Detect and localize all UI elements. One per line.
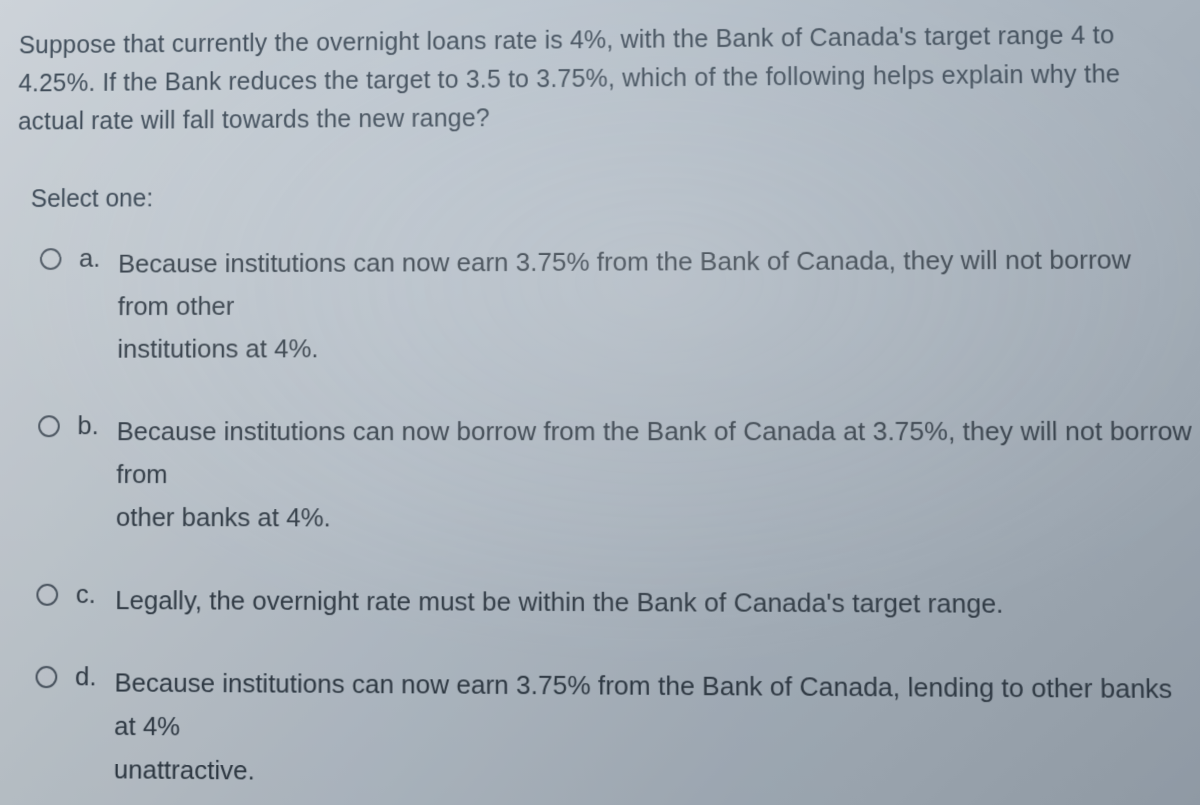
question-block: Suppose that currently the overnight loa…	[0, 15, 1200, 805]
option-text: Legally, the overnight rate must be with…	[115, 579, 1196, 627]
option-letter: b.	[77, 410, 117, 441]
options-list: a. Because institutions can now earn 3.7…	[9, 238, 1200, 805]
option-letter: c.	[76, 578, 116, 609]
radio-icon[interactable]	[38, 415, 60, 437]
option-b[interactable]: b. Because institutions can now borrow f…	[37, 410, 1195, 542]
radio-icon[interactable]	[35, 666, 57, 688]
option-letter: d.	[75, 662, 115, 693]
quiz-screen: Suppose that currently the overnight loa…	[1, 0, 1200, 805]
option-text: Because institutions can now borrow from…	[116, 410, 1195, 542]
option-c[interactable]: c. Legally, the overnight rate must be w…	[36, 578, 1196, 626]
radio-icon[interactable]	[36, 583, 58, 605]
option-text: Because institutions can now earn 3.75% …	[114, 662, 1199, 801]
radio-icon[interactable]	[40, 248, 62, 270]
question-text: Suppose that currently the overnight loa…	[18, 16, 1188, 141]
option-d[interactable]: d. Because institutions can now earn 3.7…	[34, 661, 1199, 801]
option-a[interactable]: a. Because institutions can now earn 3.7…	[39, 238, 1192, 370]
option-letter: a.	[79, 243, 118, 274]
select-one-label: Select one:	[17, 179, 1189, 215]
option-text: Because institutions can now earn 3.75% …	[117, 238, 1191, 370]
